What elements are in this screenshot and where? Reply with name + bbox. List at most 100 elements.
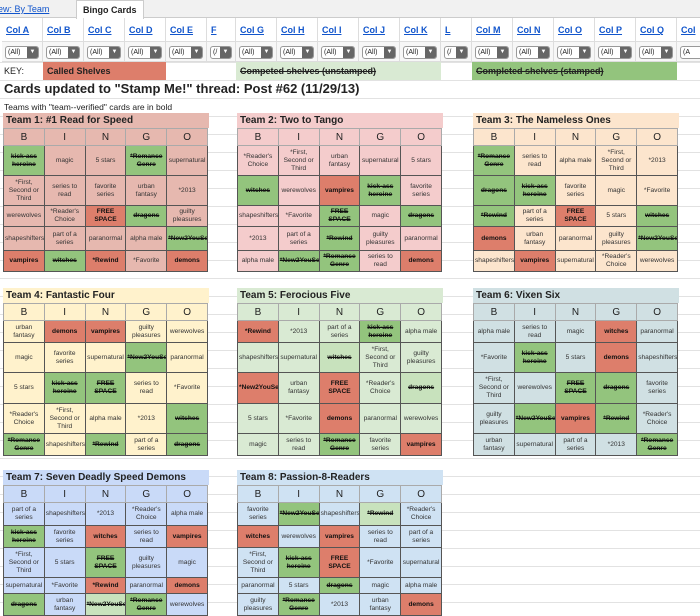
bingo-cell[interactable]: *Reader's Choice (595, 250, 638, 272)
bingo-cell[interactable]: part of a series (3, 502, 45, 526)
bingo-cell[interactable]: *New2YouSe (237, 372, 279, 404)
column-filter[interactable]: (All) ▼ (400, 42, 441, 62)
column-filter[interactable]: (All) ▼ (277, 42, 318, 62)
bingo-cell[interactable]: *First, Second or Third (359, 342, 402, 373)
bingo-cell[interactable]: *Rewind (595, 403, 638, 434)
bingo-cell[interactable]: shapeshifters (636, 342, 678, 373)
column-header[interactable]: Col G (236, 18, 277, 42)
bingo-cell[interactable]: supernatural (277, 342, 320, 373)
bingo-cell[interactable]: FREE SPACE (554, 372, 597, 404)
bingo-cell[interactable]: shapeshifters (473, 250, 515, 272)
column-header[interactable]: Col P (595, 18, 636, 42)
bingo-cell[interactable]: vampires (554, 403, 597, 434)
bingo-cell[interactable]: *Rewind (84, 577, 127, 594)
filter-select[interactable]: (All) ▼ (403, 46, 437, 59)
bingo-cell[interactable]: series to read (513, 145, 556, 176)
bingo-cell[interactable]: *Favorite (636, 175, 678, 206)
bingo-cell[interactable]: series to read (125, 372, 168, 404)
column-filter[interactable]: (All) ▼ (636, 42, 677, 62)
bingo-cell[interactable]: FREE SPACE (318, 547, 361, 578)
column-filter[interactable]: (All) ▼ (359, 42, 400, 62)
bingo-cell[interactable]: *Romance Genre (3, 433, 45, 456)
bingo-cell[interactable]: *First, Second or Third (237, 547, 279, 578)
bingo-cell[interactable]: urban fantasy (473, 433, 515, 456)
bingo-cell[interactable]: *Reader's Choice (43, 205, 86, 227)
bingo-cell[interactable]: favorite series (84, 175, 127, 206)
bingo-cell[interactable]: *First, Second or Third (277, 145, 320, 176)
bingo-cell[interactable]: 5 stars (3, 372, 45, 404)
filter-select[interactable]: (/▼ (444, 46, 468, 59)
bingo-cell[interactable]: paranormal (636, 320, 678, 343)
bingo-cell[interactable]: alpha male (237, 250, 279, 272)
bingo-cell[interactable]: series to read (359, 525, 402, 548)
bingo-cell[interactable]: alpha male (473, 320, 515, 343)
bingo-cell[interactable]: favorite series (359, 433, 402, 456)
bingo-cell[interactable]: *Rewind (237, 320, 279, 343)
bingo-cell[interactable]: demons (473, 226, 515, 251)
bingo-cell[interactable]: kick-ass heroine (359, 175, 402, 206)
filter-select[interactable]: (All) ▼ (46, 46, 80, 59)
bingo-cell[interactable]: *New2YouSe (166, 226, 208, 251)
bingo-cell[interactable]: 5 stars (237, 403, 279, 434)
bingo-cell[interactable]: *Romance Genre (318, 433, 361, 456)
bingo-cell[interactable]: witches (636, 205, 678, 227)
bingo-cell[interactable]: *First, Second or Third (3, 175, 45, 206)
column-filter[interactable]: (All) ▼ (125, 42, 166, 62)
bingo-cell[interactable]: demons (400, 593, 442, 616)
bingo-cell[interactable]: dragons (595, 372, 638, 404)
bingo-cell[interactable]: witches (43, 250, 86, 272)
bingo-cell[interactable]: magic (359, 577, 402, 594)
bingo-cell[interactable]: witches (595, 320, 638, 343)
bingo-cell[interactable]: demons (43, 320, 86, 343)
bingo-cell[interactable]: paranormal (166, 342, 208, 373)
filter-select[interactable]: (/▼ (210, 46, 232, 59)
bingo-cell[interactable]: 5 stars (554, 342, 597, 373)
bingo-cell[interactable]: urban fantasy (513, 226, 556, 251)
column-header[interactable]: Col O (554, 18, 595, 42)
bingo-cell[interactable]: *Reader's Choice (636, 403, 678, 434)
bingo-cell[interactable]: *2013 (595, 433, 638, 456)
bingo-cell[interactable]: *Reader's Choice (237, 145, 279, 176)
bingo-cell[interactable]: shapeshifters (43, 502, 86, 526)
bingo-cell[interactable]: series to read (125, 525, 168, 548)
dropdown-arrow-icon[interactable]: ▼ (27, 47, 38, 58)
bingo-cell[interactable]: alpha male (125, 226, 168, 251)
dropdown-arrow-icon[interactable]: ▼ (302, 47, 313, 58)
bingo-cell[interactable]: werewolves (277, 525, 320, 548)
bingo-cell[interactable]: favorite series (237, 502, 279, 526)
bingo-cell[interactable]: dragons (473, 175, 515, 206)
bingo-cell[interactable]: *Rewind (359, 502, 402, 526)
column-header[interactable]: Col I (318, 18, 359, 42)
filter-select[interactable]: (All) ▼ (475, 46, 509, 59)
bingo-cell[interactable]: vampires (400, 433, 442, 456)
bingo-cell[interactable]: part of a series (513, 205, 556, 227)
bingo-cell[interactable]: FREE SPACE (84, 547, 127, 578)
column-header[interactable]: Col D (125, 18, 166, 42)
bingo-cell[interactable]: urban fantasy (43, 593, 86, 616)
bingo-cell[interactable]: *2013 (318, 593, 361, 616)
bingo-cell[interactable]: witches (84, 525, 127, 548)
bingo-cell[interactable]: demons (166, 577, 208, 594)
bingo-cell[interactable]: 5 stars (595, 205, 638, 227)
bingo-cell[interactable]: kick-ass heroine (277, 547, 320, 578)
bingo-cell[interactable]: *Favorite (277, 403, 320, 434)
bingo-cell[interactable]: shapeshifters (237, 205, 279, 227)
bingo-cell[interactable]: *Favorite (277, 205, 320, 227)
bingo-cell[interactable]: *New2YouSe (636, 226, 678, 251)
column-filter[interactable]: (A▼ (677, 42, 700, 62)
bingo-cell[interactable]: urban fantasy (277, 372, 320, 404)
filter-select[interactable]: (All) ▼ (321, 46, 355, 59)
bingo-cell[interactable]: demons (318, 403, 361, 434)
column-header[interactable]: Col (677, 18, 700, 42)
bingo-cell[interactable]: FREE SPACE (84, 372, 127, 404)
bingo-cell[interactable]: kick-ass heroine (3, 145, 45, 176)
dropdown-arrow-icon[interactable]: ▼ (343, 47, 354, 58)
bingo-cell[interactable]: part of a series (554, 433, 597, 456)
column-filter[interactable]: (All) ▼ (318, 42, 359, 62)
column-filter[interactable]: (All) ▼ (166, 42, 207, 62)
filter-select[interactable]: (All) ▼ (639, 46, 673, 59)
bingo-cell[interactable]: urban fantasy (3, 320, 45, 343)
bingo-cell[interactable]: dragons (318, 577, 361, 594)
bingo-cell[interactable]: kick-ass heroine (3, 525, 45, 548)
filter-select[interactable]: (All) ▼ (557, 46, 591, 59)
